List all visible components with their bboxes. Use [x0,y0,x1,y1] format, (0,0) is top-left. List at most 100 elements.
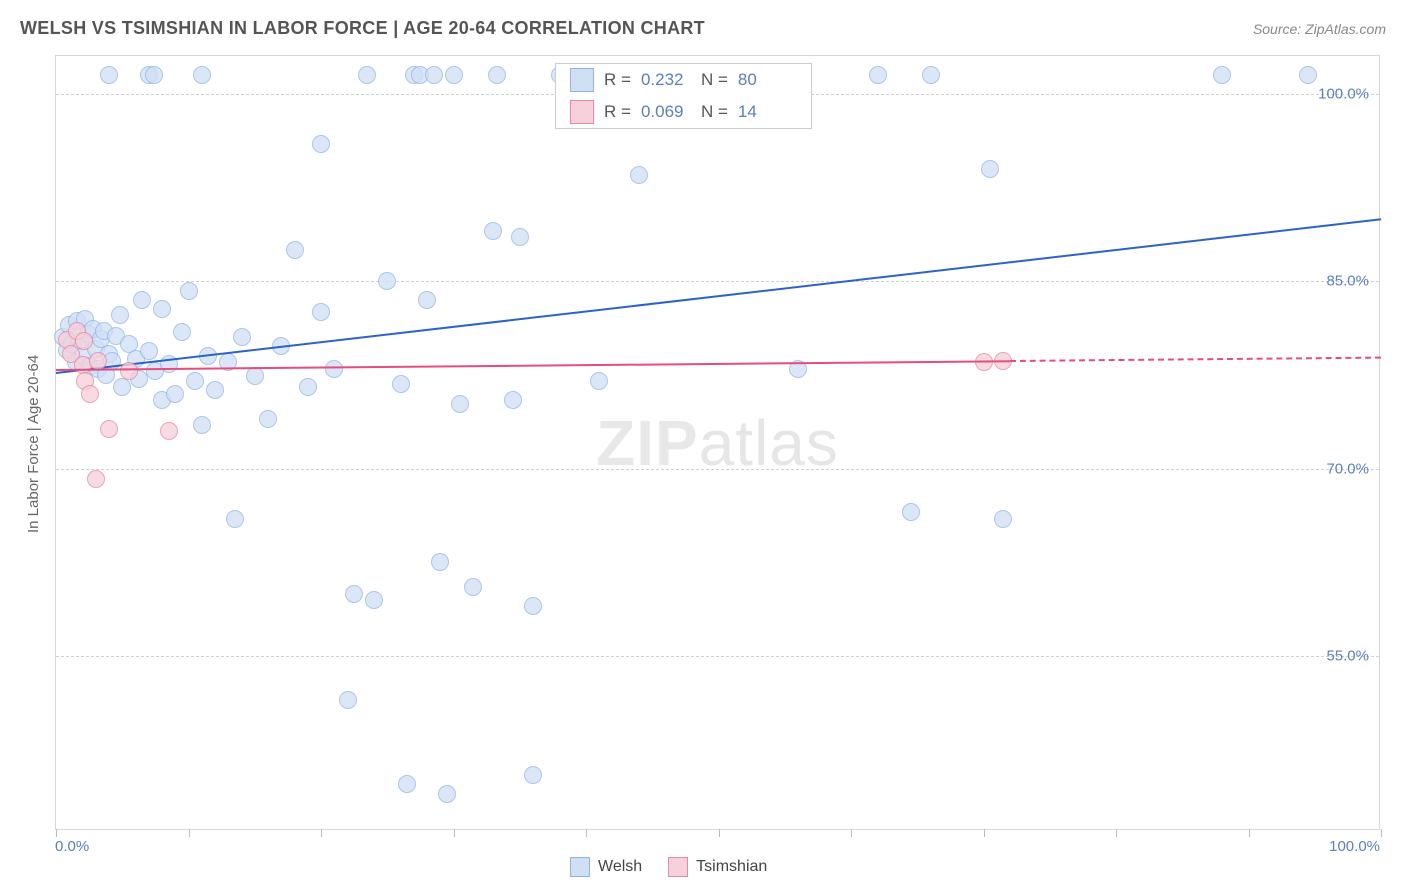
scatter-point-welsh[interactable] [166,385,184,403]
scatter-point-tsimshian[interactable] [120,362,138,380]
scatter-point-welsh[interactable] [140,342,158,360]
scatter-point-tsimshian[interactable] [89,352,107,370]
stats-n-val-tsimshian: 14 [738,102,788,122]
scatter-point-welsh[interactable] [630,166,648,184]
scatter-point-welsh[interactable] [145,66,163,84]
scatter-point-tsimshian[interactable] [160,422,178,440]
scatter-point-welsh[interactable] [193,66,211,84]
scatter-point-welsh[interactable] [173,323,191,341]
scatter-point-welsh[interactable] [590,372,608,390]
x-tick-mark [1381,829,1382,837]
scatter-point-welsh[interactable] [438,785,456,803]
scatter-point-welsh[interactable] [286,241,304,259]
scatter-point-welsh[interactable] [186,372,204,390]
x-tick-mark [321,829,322,837]
x-tick-label: 100.0% [1329,838,1380,855]
scatter-point-welsh[interactable] [425,66,443,84]
y-tick-label: 55.0% [1326,648,1369,665]
scatter-point-welsh[interactable] [451,395,469,413]
scatter-point-tsimshian[interactable] [75,332,93,350]
scatter-point-welsh[interactable] [902,503,920,521]
scatter-point-welsh[interactable] [233,328,251,346]
scatter-point-tsimshian[interactable] [100,420,118,438]
scatter-point-welsh[interactable] [259,410,277,428]
scatter-point-welsh[interactable] [100,66,118,84]
title-bar: WELSH VS TSIMSHIAN IN LABOR FORCE | AGE … [20,18,1386,39]
plot-area: ZIPatlas 55.0%70.0%85.0%100.0% [55,55,1380,830]
scatter-point-welsh[interactable] [226,510,244,528]
scatter-point-welsh[interactable] [299,378,317,396]
x-tick-mark [586,829,587,837]
scatter-point-welsh[interactable] [524,766,542,784]
scatter-point-welsh[interactable] [180,282,198,300]
scatter-point-welsh[interactable] [464,578,482,596]
scatter-point-welsh[interactable] [418,291,436,309]
x-tick-label: 0.0% [55,838,89,855]
y-tick-label: 85.0% [1326,273,1369,290]
x-tick-mark [984,829,985,837]
scatter-point-welsh[interactable] [398,775,416,793]
scatter-point-welsh[interactable] [981,160,999,178]
stats-r-val-tsimshian: 0.069 [641,102,691,122]
x-tick-mark [851,829,852,837]
stats-swatch-tsimshian [570,100,594,124]
scatter-point-welsh[interactable] [113,378,131,396]
gridline-h [56,281,1379,282]
scatter-point-welsh[interactable] [153,300,171,318]
gridline-h [56,469,1379,470]
legend-item-welsh[interactable]: Welsh [570,857,642,877]
scatter-point-welsh[interactable] [511,228,529,246]
x-tick-mark [189,829,190,837]
gridline-h [56,656,1379,657]
stats-r-val-welsh: 0.232 [641,70,691,90]
scatter-point-welsh[interactable] [111,306,129,324]
source-label: Source: ZipAtlas.com [1253,21,1386,37]
scatter-point-welsh[interactable] [365,591,383,609]
x-tick-mark [56,829,57,837]
legend-swatch-tsimshian [668,857,688,877]
scatter-point-welsh[interactable] [484,222,502,240]
x-tick-mark [1249,829,1250,837]
scatter-point-welsh[interactable] [488,66,506,84]
scatter-point-welsh[interactable] [246,367,264,385]
scatter-point-welsh[interactable] [869,66,887,84]
legend: Welsh Tsimshian [570,857,767,877]
trend-line-tsimshian [56,360,1010,371]
scatter-point-welsh[interactable] [524,597,542,615]
stats-r-label-welsh: R = [604,70,631,90]
legend-swatch-welsh [570,857,590,877]
legend-label-welsh: Welsh [598,858,642,876]
scatter-point-welsh[interactable] [339,691,357,709]
chart-container: WELSH VS TSIMSHIAN IN LABOR FORCE | AGE … [0,0,1406,892]
trend-line-welsh [56,219,1381,375]
legend-item-tsimshian[interactable]: Tsimshian [668,857,767,877]
scatter-point-welsh[interactable] [1299,66,1317,84]
scatter-point-welsh[interactable] [312,303,330,321]
trend-line-tsimshian-dashed [1010,356,1381,361]
stats-n-label-tsimshian: N = [701,102,728,122]
scatter-point-welsh[interactable] [994,510,1012,528]
scatter-point-welsh[interactable] [922,66,940,84]
scatter-point-welsh[interactable] [358,66,376,84]
scatter-point-welsh[interactable] [312,135,330,153]
scatter-point-welsh[interactable] [1213,66,1231,84]
scatter-point-welsh[interactable] [504,391,522,409]
scatter-point-welsh[interactable] [133,291,151,309]
scatter-point-welsh[interactable] [445,66,463,84]
stats-box: R = 0.232 N = 80 R = 0.069 N = 14 [555,63,812,129]
scatter-point-welsh[interactable] [392,375,410,393]
stats-row-tsimshian: R = 0.069 N = 14 [556,96,811,128]
y-tick-label: 70.0% [1326,460,1369,477]
y-tick-label: 100.0% [1318,85,1369,102]
scatter-point-welsh[interactable] [193,416,211,434]
stats-n-label-welsh: N = [701,70,728,90]
scatter-point-tsimshian[interactable] [87,470,105,488]
scatter-point-welsh[interactable] [345,585,363,603]
x-tick-mark [1116,829,1117,837]
scatter-point-tsimshian[interactable] [81,385,99,403]
scatter-point-welsh[interactable] [206,381,224,399]
scatter-point-welsh[interactable] [378,272,396,290]
y-axis-label: In Labor Force | Age 20-64 [25,354,42,532]
scatter-point-welsh[interactable] [431,553,449,571]
x-tick-mark [454,829,455,837]
